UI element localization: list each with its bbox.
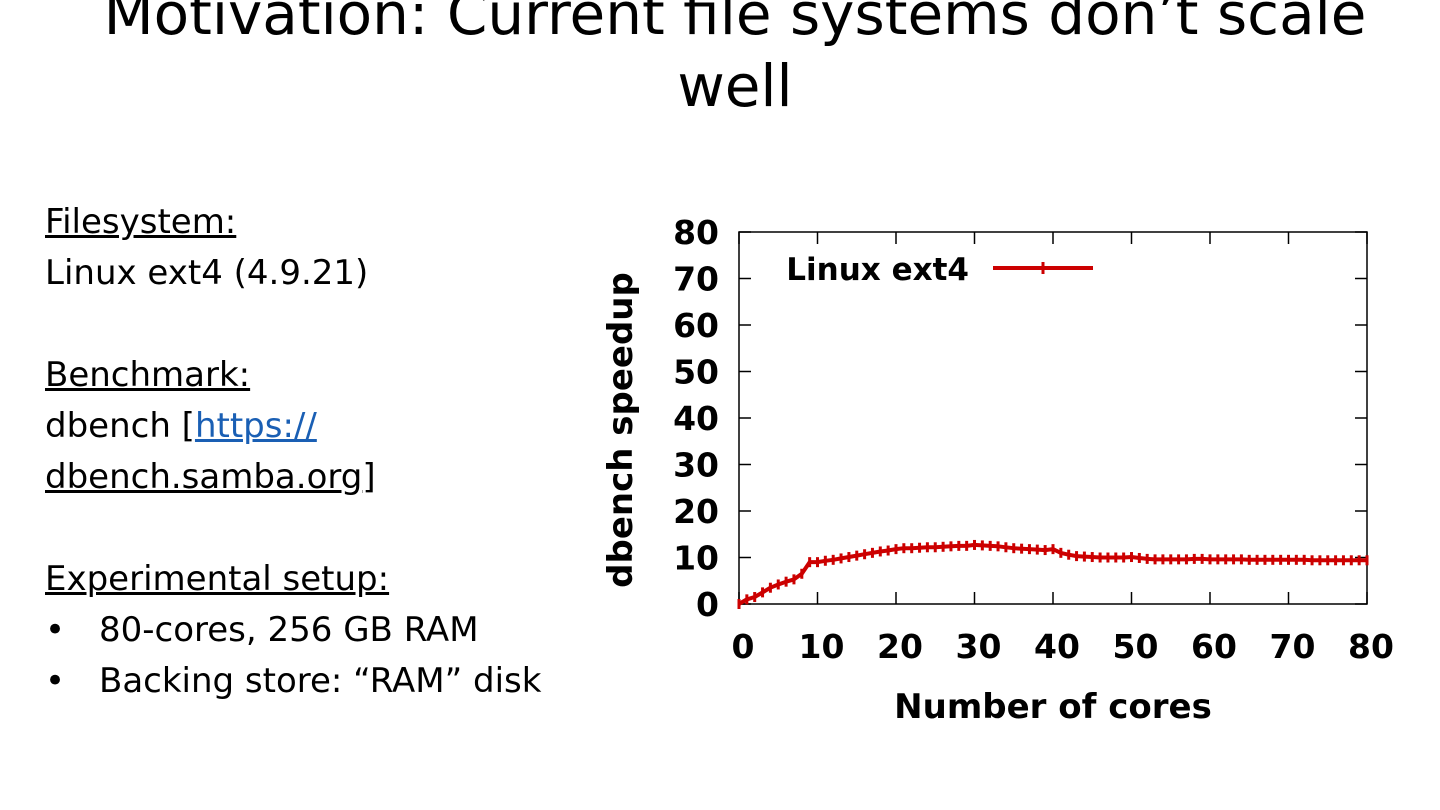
benchmark-link-part1[interactable]: https:// [194,406,317,446]
x-tick-label: 40 [1034,627,1080,666]
x-tick-label: 60 [1191,627,1237,666]
filesystem-heading: Filesystem: [45,202,237,242]
benchmark-value-line2: dbench.samba.org] [45,452,565,503]
benchmark-prefix: dbench [ [45,406,195,446]
benchmark-suffix: ] [362,457,376,497]
benchmark-value: dbench [https:// [45,401,565,452]
left-text-panel: Filesystem: Linux ext4 (4.9.21) Benchmar… [45,197,565,707]
series-layer [737,539,1369,609]
x-tick-label: 50 [1113,627,1159,666]
list-item-text: 80-cores, 256 GB RAM [99,610,479,650]
filesystem-value: Linux ext4 (4.9.21) [45,253,369,293]
x-tick-label: 10 [799,627,845,666]
setup-list: • 80-cores, 256 GB RAM • Backing store: “R… [45,605,565,707]
bullet-icon: • [45,610,66,650]
bullet-icon: • [45,661,66,701]
legend-label: Linux ext4 [786,252,969,288]
y-tick-label: 50 [673,353,719,392]
benchmark-link-part2[interactable]: dbench.samba.org [45,457,363,497]
x-tick-label: 20 [877,627,923,666]
list-item: • Backing store: “RAM” disk [45,656,565,707]
chart-legend: Linux ext4 [786,252,1093,288]
slide-title: Motivation: Current file systems don’t s… [103,0,1367,120]
x-tick-label: 30 [956,627,1002,666]
x-tick-label: 0 [732,627,755,666]
x-tick-label: 70 [1270,627,1316,666]
y-tick-label: 70 [673,260,719,299]
y-axis-label: dbench speedup [601,272,641,588]
benchmark-heading: Benchmark: [45,355,251,395]
tick-labels: 0 10 20 30 40 50 60 70 80 0 10 20 30 40 50 60 70 80 [673,213,1394,666]
setup-heading: Experimental setup: [45,559,390,599]
y-tick-label: 80 [673,213,719,252]
y-tick-label: 60 [673,306,719,345]
list-item-text: Backing store: “RAM” disk [99,661,542,701]
plot-frame [738,231,1368,605]
x-tick-label: 80 [1348,627,1394,666]
y-tick-label: 10 [673,539,719,578]
y-tick-label: 20 [673,492,719,531]
speedup-chart: 0 10 20 30 40 50 60 70 80 0 10 20 30 40 50 60 70 80 Numbe… [601,213,1394,727]
y-tick-label: 40 [673,399,719,438]
x-axis-label: Number of cores [894,687,1212,727]
list-item: • 80-cores, 256 GB RAM [45,605,565,656]
y-tick-label: 30 [673,446,719,485]
y-tick-label: 0 [696,585,719,624]
